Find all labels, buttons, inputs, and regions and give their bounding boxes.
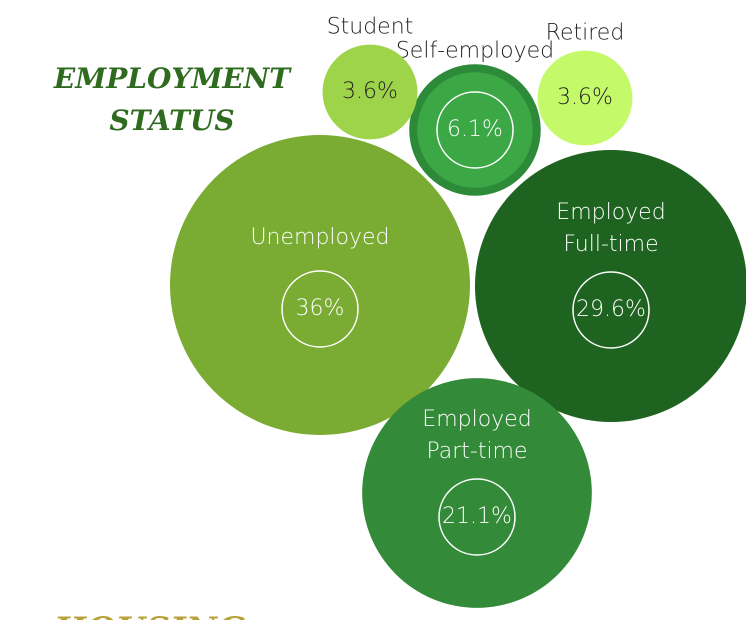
value-label: 3.6% bbox=[342, 79, 398, 104]
value-label: 3.6% bbox=[557, 85, 613, 110]
bubble bbox=[322, 44, 418, 140]
category-label: Retired bbox=[546, 21, 625, 46]
value-ring bbox=[572, 271, 650, 349]
value-label: 6.1% bbox=[447, 117, 503, 142]
category-label: Employed Full-time bbox=[556, 200, 665, 257]
value-label: 29.6% bbox=[576, 297, 646, 322]
value-ring bbox=[436, 91, 514, 169]
next-heading: HOUSING bbox=[53, 610, 246, 620]
chart-title: EMPLOYMENT STATUS bbox=[53, 62, 292, 137]
value-ring bbox=[281, 270, 359, 348]
category-label: Student bbox=[327, 15, 414, 40]
category-label: Employed Part-time bbox=[422, 407, 531, 464]
category-label: Unemployed bbox=[250, 225, 389, 250]
bubble bbox=[362, 378, 592, 608]
value-label: 36% bbox=[296, 296, 345, 321]
value-ring bbox=[438, 478, 516, 556]
bubble bbox=[537, 50, 633, 146]
bubble bbox=[170, 135, 470, 435]
category-label: Self-employed bbox=[396, 38, 554, 63]
value-label: 21.1% bbox=[442, 504, 512, 529]
bubble bbox=[475, 150, 746, 422]
bubble bbox=[409, 64, 541, 196]
